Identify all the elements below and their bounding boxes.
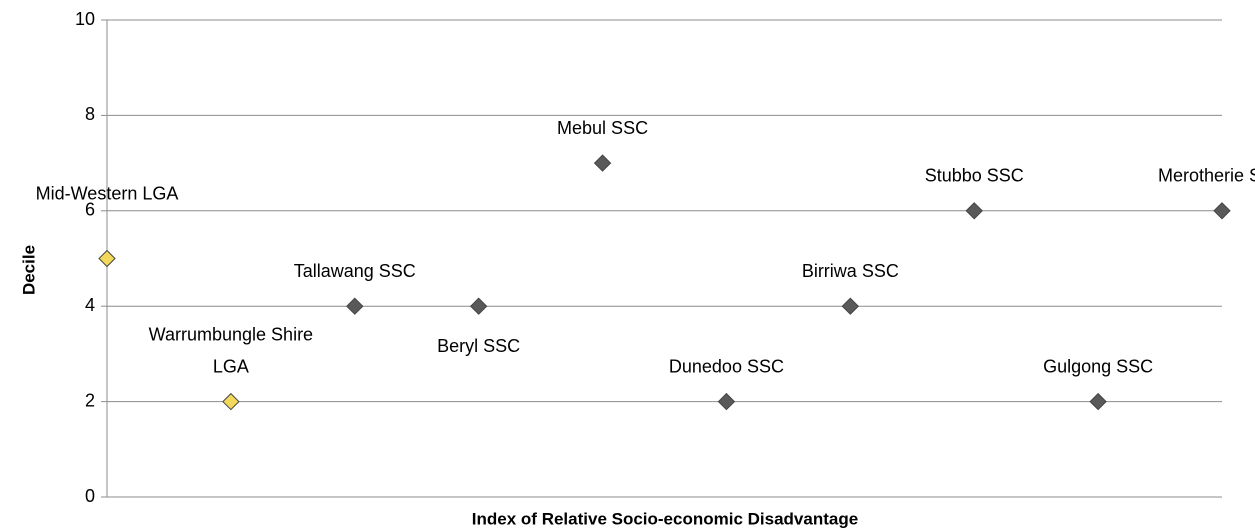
data-label: Gulgong SSC — [1043, 356, 1153, 376]
data-label: Mebul SSC — [557, 118, 648, 138]
point — [841, 297, 860, 315]
data-label: Warrumbungle Shire LGA — [149, 324, 313, 376]
data-label: Mid-Western LGA — [36, 183, 179, 203]
y-tick-label: 6 — [85, 200, 95, 220]
point — [98, 249, 116, 268]
data-label: Stubbo SSC — [925, 166, 1024, 186]
point — [1089, 392, 1107, 411]
point — [346, 297, 364, 315]
data-label: Tallawang SSC — [294, 261, 416, 281]
point — [593, 154, 612, 172]
data-label: Birriwa SSC — [802, 261, 899, 281]
y-tick-label: 2 — [85, 390, 95, 410]
y-tick-label: 0 — [85, 486, 95, 506]
point — [1213, 202, 1231, 220]
point — [222, 392, 240, 411]
y-axis-title: Decile — [19, 245, 38, 295]
x-axis-title: Index of Relative Socio-economic Disadva… — [472, 509, 858, 528]
y-tick-label: 4 — [85, 295, 95, 315]
point — [965, 202, 983, 220]
y-tick-label: 10 — [75, 9, 95, 29]
point — [469, 297, 488, 315]
data-label: Dunedoo SSC — [669, 356, 784, 376]
point — [717, 392, 736, 411]
data-label: Beryl SSC — [437, 336, 520, 356]
y-tick-label: 8 — [85, 104, 95, 124]
data-label: Merotherie SSC — [1158, 166, 1255, 186]
